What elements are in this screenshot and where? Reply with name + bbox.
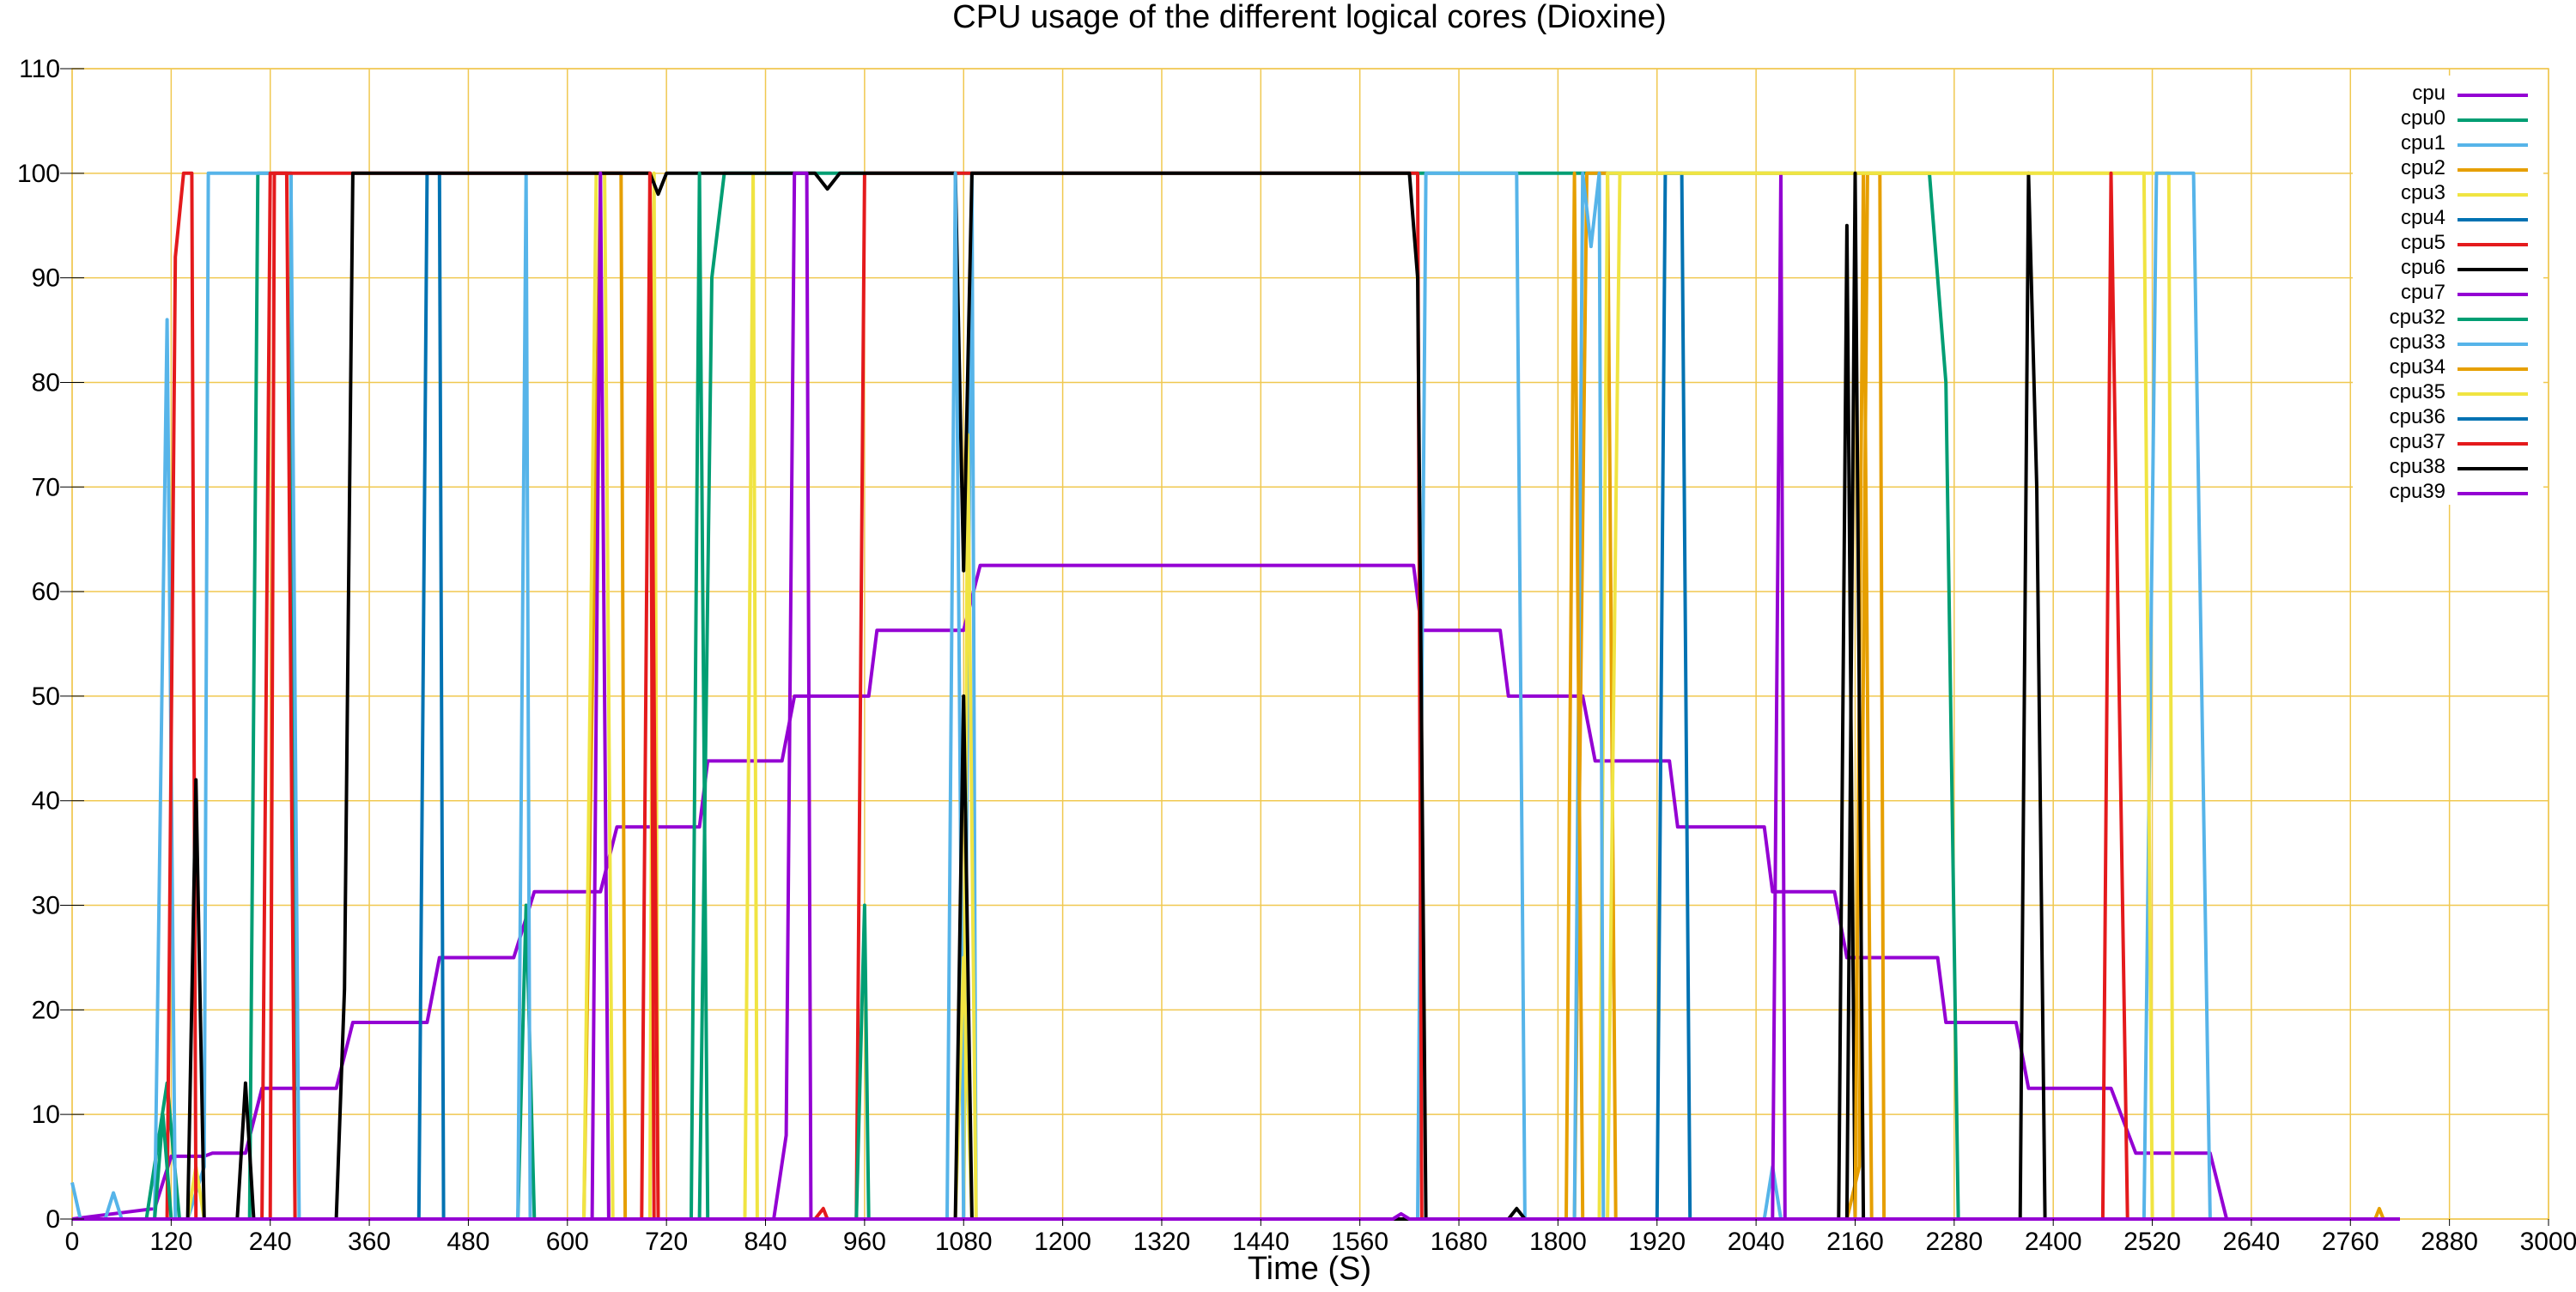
legend-label-cpu0: cpu0 — [2401, 106, 2445, 130]
series-line-cpu33 — [72, 171, 2400, 1221]
legend-label-cpu33: cpu33 — [2390, 331, 2445, 354]
legend-label-cpu36: cpu36 — [2390, 405, 2445, 428]
chart-title: CPU usage of the different logical cores… — [952, 0, 1667, 35]
legend-label-cpu35: cpu35 — [2390, 380, 2445, 403]
x-tick-label: 600 — [546, 1228, 589, 1256]
x-tick-label: 240 — [249, 1228, 292, 1256]
y-tick-label: 110 — [19, 55, 60, 83]
y-tick-label: 80 — [32, 368, 60, 397]
x-tick-label: 2760 — [2322, 1228, 2379, 1256]
x-tick-label: 3000 — [2520, 1228, 2576, 1256]
series-layer — [70, 171, 2400, 1221]
x-tick-label: 1200 — [1034, 1228, 1091, 1256]
legend-label-cpu: cpu — [2412, 82, 2445, 105]
x-tick-label: 1080 — [935, 1228, 993, 1256]
legend-label-cpu4: cpu4 — [2401, 206, 2445, 229]
legend-label-cpu32: cpu32 — [2390, 306, 2445, 329]
y-tick-label: 100 — [17, 160, 60, 188]
legend-label-cpu2: cpu2 — [2401, 156, 2445, 179]
x-tick-label: 1560 — [1331, 1228, 1388, 1256]
legend-label-cpu37: cpu37 — [2390, 430, 2445, 453]
x-tick-label: 360 — [348, 1228, 391, 1256]
legend: cpucpu0cpu1cpu2cpu3cpu4cpu5cpu6cpu7cpu32… — [2353, 76, 2543, 505]
x-tick-label: 2280 — [1925, 1228, 1983, 1256]
x-tick-label: 2640 — [2223, 1228, 2281, 1256]
legend-label-cpu5: cpu5 — [2401, 231, 2445, 254]
x-axis-label: Time (S) — [1248, 1251, 1371, 1287]
x-tick-label: 960 — [843, 1228, 886, 1256]
x-tick-label: 120 — [149, 1228, 192, 1256]
y-tick-label: 70 — [32, 473, 60, 501]
x-tick-label: 1920 — [1628, 1228, 1686, 1256]
series-line-cpu39 — [72, 1211, 2400, 1221]
series-line-cpu32 — [72, 171, 2400, 1221]
y-tick-label: 10 — [32, 1101, 60, 1129]
x-tick-label: 2880 — [2421, 1228, 2478, 1256]
legend-label-cpu1: cpu1 — [2401, 131, 2445, 155]
x-tick-label: 1440 — [1232, 1228, 1290, 1256]
x-tick-label: 1320 — [1133, 1228, 1191, 1256]
grid-layer — [71, 68, 2549, 1220]
x-tick-label: 1680 — [1431, 1228, 1488, 1256]
x-tick-label: 1800 — [1529, 1228, 1587, 1256]
legend-label-cpu38: cpu38 — [2390, 455, 2445, 478]
x-tick-label: 480 — [447, 1228, 489, 1256]
y-tick-label: 40 — [32, 787, 60, 816]
y-tick-label: 60 — [32, 578, 60, 606]
legend-label-cpu6: cpu6 — [2401, 256, 2445, 279]
legend-label-cpu39: cpu39 — [2390, 480, 2445, 503]
x-tick-label: 2040 — [1728, 1228, 1785, 1256]
legend-background — [2353, 76, 2543, 505]
y-tick-label: 50 — [32, 682, 60, 711]
y-tick-label: 90 — [32, 264, 60, 293]
x-tick-label: 2520 — [2123, 1228, 2181, 1256]
series-line-cpu7 — [72, 171, 2400, 1221]
x-tick-label: 0 — [65, 1228, 80, 1256]
legend-label-cpu3: cpu3 — [2401, 181, 2445, 204]
x-tick-label: 840 — [744, 1228, 787, 1256]
y-tick-label: 30 — [32, 892, 60, 920]
x-tick-label: 720 — [645, 1228, 688, 1256]
x-tick-label: 2160 — [1826, 1228, 1884, 1256]
x-tick-label: 2400 — [2025, 1228, 2082, 1256]
legend-label-cpu34: cpu34 — [2390, 355, 2445, 379]
axes-layer: 0 120 240 360 480 600 720 840 960 1080 1200 1320 144… — [17, 55, 2576, 1256]
y-tick-label: 0 — [46, 1205, 60, 1234]
y-tick-label: 20 — [32, 996, 60, 1024]
legend-label-cpu7: cpu7 — [2401, 281, 2445, 304]
series-line-cpu37 — [72, 171, 2400, 1221]
